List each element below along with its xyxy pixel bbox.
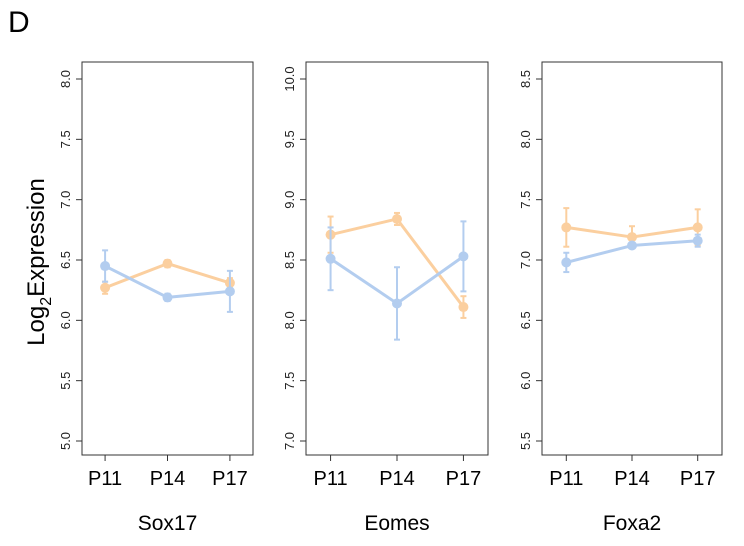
y-tick-label: 6.5	[58, 251, 73, 269]
y-tick-label: 8.0	[282, 311, 297, 329]
x-tick-label: P14	[379, 468, 415, 490]
y-tick-label: 5.5	[518, 432, 533, 450]
data-point-blue	[692, 235, 703, 246]
x-tick-label: P11	[88, 468, 122, 490]
y-tick-label: 9.0	[282, 191, 297, 209]
x-tick-label: P17	[212, 468, 248, 490]
y-tick-label: 8.5	[282, 251, 297, 269]
data-point-blue	[392, 298, 402, 309]
data-point-blue	[325, 253, 336, 264]
data-point-blue	[627, 240, 637, 251]
data-point-orange	[392, 213, 402, 224]
data-point-orange	[100, 282, 111, 293]
x-tick-label: P11	[314, 468, 348, 490]
data-point-orange	[627, 232, 637, 243]
y-tick-label: 7.5	[518, 191, 533, 209]
y-tick-label: 7.0	[282, 432, 297, 450]
y-axis-label-base: Log	[23, 306, 50, 346]
y-tick-label: 8.0	[518, 130, 533, 148]
gene-name: Sox17	[138, 512, 198, 535]
gene-name: Eomes	[364, 512, 429, 535]
y-axis-label: Log2Expression	[23, 178, 55, 346]
data-point-orange	[458, 302, 469, 313]
y-tick-label: 7.0	[518, 251, 533, 269]
y-tick-label: 7.0	[58, 191, 73, 209]
data-point-orange	[561, 222, 572, 233]
data-point-orange	[692, 222, 703, 233]
x-tick-label: P14	[150, 468, 186, 490]
data-point-blue	[561, 257, 572, 268]
data-point-blue	[458, 251, 469, 262]
data-point-blue	[100, 261, 111, 272]
panel-label: D	[8, 6, 30, 39]
y-tick-label: 5.0	[58, 432, 73, 450]
plot-frame	[81, 61, 254, 456]
y-tick-label: 8.5	[518, 70, 533, 88]
gene-name: Foxa2	[603, 512, 661, 535]
y-tick-label: 6.0	[58, 311, 73, 329]
chart-panel-eomes: 7.0 7.5 8.0 8.5 9.0 9.5 10.0 P11 P14 P17 Eomes	[282, 61, 489, 535]
y-tick-label: 6.5	[518, 311, 533, 329]
y-tick-label: 10.0	[282, 66, 297, 91]
data-point-blue	[162, 292, 173, 303]
y-tick-label: 9.5	[282, 130, 297, 148]
y-tick-label: 7.5	[282, 372, 297, 390]
y-axis-label-subscript: 2	[38, 297, 55, 306]
chart-panel-foxa2: 5.5 6.0 6.5 7.0 7.5 8.0 8.5 P11 P14 P17 Foxa2	[518, 61, 723, 535]
y-axis-label-rest: Expression	[23, 178, 50, 297]
y-tick-label: 8.0	[58, 70, 73, 88]
y-tick-label: 7.5	[58, 130, 73, 148]
x-tick-label: P14	[614, 468, 650, 490]
y-tick-label: 5.5	[58, 372, 73, 390]
data-point-blue	[224, 286, 235, 297]
x-tick-label: P11	[549, 468, 583, 490]
data-point-orange	[162, 258, 173, 269]
y-tick-label: 6.0	[518, 372, 533, 390]
x-tick-label: P17	[680, 468, 716, 490]
chart-panel-sox17: 5.0 5.5 6.0 6.5 7.0 7.5 8.0 P11 P14 P17 Sox17	[58, 61, 254, 535]
x-tick-label: P17	[446, 468, 482, 490]
